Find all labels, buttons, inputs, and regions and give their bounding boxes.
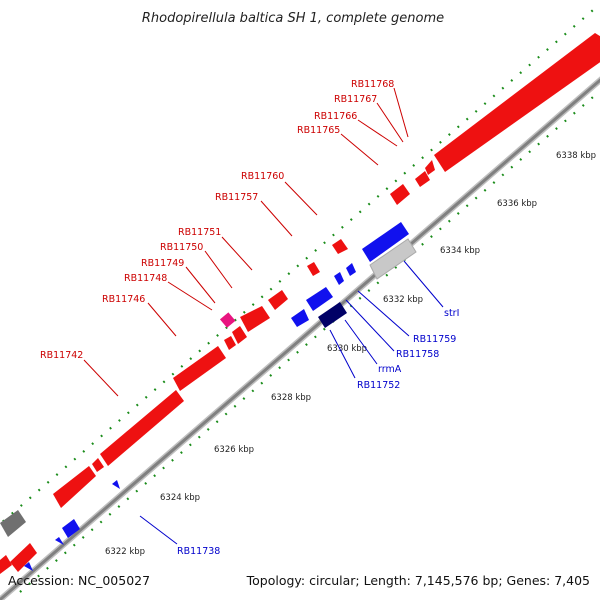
- gene-forward-rb11748[interactable]: [232, 326, 247, 344]
- tick-label-6326: 6326 kbp: [214, 445, 254, 455]
- label-stri[interactable]: strI: [444, 308, 459, 319]
- ruler-tick-labels: 6322 kbp 6324 kbp 6326 kbp 6328 kbp 6330…: [105, 151, 596, 557]
- gene-forward-rb11760[interactable]: [390, 184, 410, 205]
- reverse-callouts: [139, 260, 444, 545]
- gene-reverse-rb11738[interactable]: [62, 519, 80, 538]
- label-rb11750[interactable]: RB11750: [160, 242, 203, 253]
- accession-text: Accession: NC_005027: [8, 573, 150, 588]
- label-rb11742[interactable]: RB11742: [40, 350, 83, 361]
- label-rb11768[interactable]: RB11768: [351, 79, 394, 90]
- forward-gene-labels: RB11768 RB11767 RB11766 RB11765 RB11760 …: [40, 79, 394, 361]
- reverse-gene-labels: strI RB11759 RB11758 rrmA RB11752 RB1173…: [177, 308, 459, 557]
- gene-forward-long-3[interactable]: [53, 466, 96, 508]
- label-rb11738[interactable]: RB11738: [177, 546, 220, 557]
- gene-reverse-small-a[interactable]: [346, 263, 356, 276]
- gene-forward-long-2[interactable]: [100, 390, 184, 466]
- label-rb11748[interactable]: RB11748: [124, 273, 167, 284]
- gene-reverse-rb11758[interactable]: [306, 287, 333, 311]
- label-rb11752[interactable]: RB11752: [357, 380, 400, 391]
- gene-forward-edge-2[interactable]: [0, 555, 12, 574]
- map-title: Rhodopirellula baltica SH 1, complete ge…: [142, 11, 444, 26]
- gene-forward-small-1[interactable]: [92, 458, 104, 472]
- tick-label-6324: 6324 kbp: [160, 493, 200, 503]
- gene-forward-rb11742[interactable]: [173, 346, 226, 391]
- forward-strand-genes: [0, 33, 600, 574]
- gene-reverse-small-b[interactable]: [334, 272, 344, 285]
- gene-forward-rb11751[interactable]: [307, 262, 320, 276]
- label-rb11751[interactable]: RB11751: [178, 227, 221, 238]
- gene-reverse-small-c[interactable]: [112, 480, 120, 489]
- forward-callouts: [83, 87, 409, 397]
- ruler-line-1: [0, 3, 600, 526]
- gene-reverse-rb11759[interactable]: [362, 222, 409, 262]
- gene-reverse-stri[interactable]: [369, 238, 417, 280]
- tick-label-6322: 6322 kbp: [105, 547, 145, 557]
- gene-forward-rb11750[interactable]: [268, 290, 288, 310]
- tick-label-6336: 6336 kbp: [497, 199, 537, 209]
- label-rb11757[interactable]: RB11757: [215, 192, 258, 203]
- tick-label-6330: 6330 kbp: [327, 344, 367, 354]
- reverse-strand-genes: [24, 222, 417, 571]
- tick-label-6328: 6328 kbp: [271, 393, 311, 403]
- label-rb11767[interactable]: RB11767: [334, 94, 377, 105]
- ruler-line-2: [19, 90, 600, 593]
- gene-reverse-small-e[interactable]: [24, 562, 33, 571]
- genome-summary: Topology: circular; Length: 7,145,576 bp…: [246, 573, 590, 588]
- tick-label-6338: 6338 kbp: [556, 151, 596, 161]
- gene-reverse-rrma[interactable]: [318, 302, 347, 328]
- ruler-lines: [0, 3, 600, 593]
- gene-forward-rb11768[interactable]: [425, 160, 435, 175]
- genome-backbone: [0, 76, 600, 600]
- label-rrma[interactable]: rrmA: [378, 364, 402, 375]
- gene-rna-magenta[interactable]: [219, 312, 236, 328]
- label-rb11749[interactable]: RB11749: [141, 258, 184, 269]
- gene-forward-rb11757[interactable]: [332, 239, 348, 254]
- gene-forward-rb11749[interactable]: [240, 306, 270, 332]
- label-rb11760[interactable]: RB11760: [241, 171, 284, 182]
- gene-reverse-rb11752[interactable]: [291, 309, 309, 327]
- label-rb11766[interactable]: RB11766: [314, 111, 357, 122]
- label-rb11746[interactable]: RB11746: [102, 294, 145, 305]
- tick-label-6332: 6332 kbp: [383, 295, 423, 305]
- gene-forward-edge[interactable]: [10, 543, 37, 572]
- gene-forward-large[interactable]: [434, 33, 600, 172]
- label-rb11765[interactable]: RB11765: [297, 125, 340, 136]
- gene-pseudo-gray[interactable]: [0, 510, 26, 537]
- tick-label-6334: 6334 kbp: [440, 246, 480, 256]
- label-rb11758[interactable]: RB11758: [396, 349, 439, 360]
- label-rb11759[interactable]: RB11759: [413, 334, 456, 345]
- gene-forward-rb11767[interactable]: [415, 171, 430, 187]
- gene-forward-rb11746[interactable]: [224, 336, 236, 350]
- gene-reverse-small-d[interactable]: [55, 537, 64, 545]
